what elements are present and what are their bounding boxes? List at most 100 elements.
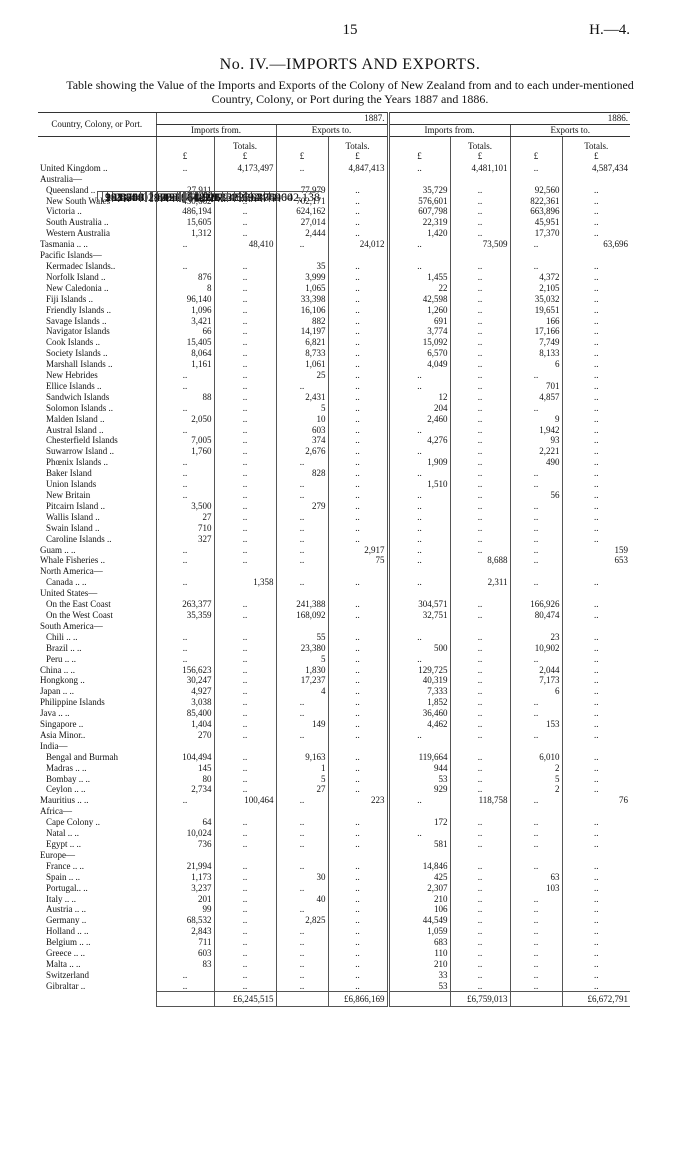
value-cell: 1,510 — [386, 479, 450, 490]
table-row: Mauritius .. .... 100,464.. 223.. 118,758..… — [38, 795, 630, 807]
table-row: Spain .. .. 1,173.. 30.. 425.. 63.. — [38, 871, 630, 883]
value-cell: .. — [213, 511, 276, 523]
value-cell: 27 — [155, 511, 214, 523]
value-cell: .. — [213, 762, 276, 774]
value-cell: .. — [509, 980, 562, 992]
value-cell: .. — [327, 915, 388, 927]
value-cell: 99 — [155, 904, 214, 916]
value-cell: .. — [213, 751, 276, 763]
value-cell: .. — [213, 380, 276, 392]
value-cell: 6 — [509, 686, 562, 698]
value-cell: .. — [386, 631, 450, 643]
value-cell: .. — [561, 457, 630, 469]
value-cell: .. — [561, 828, 630, 839]
value-cell: .. — [561, 337, 630, 349]
row-label: Solomon Islands .. — [46, 402, 114, 413]
value-cell — [449, 740, 510, 752]
value-cell: 93 — [509, 435, 562, 447]
value-cell — [275, 250, 328, 261]
value-cell: .. — [213, 435, 276, 447]
value-cell: .. — [449, 402, 510, 414]
value-cell: .. — [561, 359, 630, 371]
value-cell: .. — [275, 958, 328, 970]
value-cell: .. — [155, 631, 214, 643]
value-cell: .. — [561, 402, 630, 414]
table-row: Queensland .. 27,911.. 77,979.. 35,729.. 92,… — [38, 184, 630, 196]
row-label: Swain Island .. — [46, 522, 100, 533]
value-cell: .. — [509, 937, 562, 949]
value-cell: .. — [449, 751, 510, 763]
value-cell: .. — [327, 839, 388, 850]
value-cell: .. — [327, 642, 388, 654]
value-cell: .. — [561, 599, 630, 610]
value-cell: 106 — [386, 904, 450, 916]
value-cell: .. — [327, 370, 388, 381]
value-cell — [509, 740, 562, 752]
value-cell: 32,751 — [386, 609, 450, 621]
value-cell: .. — [509, 708, 562, 720]
value-cell — [213, 849, 276, 861]
value-cell: .. — [327, 893, 388, 905]
value-cell: .. — [509, 958, 562, 970]
value-cell: .. — [213, 490, 276, 501]
value-cell: .. — [561, 206, 630, 218]
value-cell: .. — [327, 271, 388, 283]
value-cell: 944 — [386, 762, 450, 774]
value-cell — [327, 806, 388, 818]
value-cell: 8,688 — [449, 555, 510, 567]
year-header: 1887. — [155, 112, 388, 125]
value-cell: .. — [213, 817, 276, 829]
value-cell: .. — [155, 544, 214, 556]
value-cell — [509, 849, 562, 861]
value-cell — [386, 250, 450, 261]
value-cell: .. — [213, 871, 276, 883]
value-cell: .. — [275, 708, 328, 720]
value-cell: 23 — [509, 631, 562, 643]
value-cell: .. — [213, 522, 276, 534]
value-cell: .. — [275, 239, 328, 251]
value-cell: .. — [327, 337, 388, 349]
value-cell: 35,729 — [386, 184, 450, 196]
unit-label: Totals. — [584, 140, 609, 151]
value-cell: 663,896 — [509, 206, 562, 218]
value-cell: 30,247 — [155, 675, 214, 687]
value-cell: 683 — [386, 937, 450, 949]
value-cell: .. — [561, 839, 630, 850]
unit-label: £ — [242, 150, 248, 161]
value-cell: 88 — [155, 391, 214, 403]
value-cell: .. — [561, 522, 630, 534]
value-cell: .. — [386, 260, 450, 272]
value-cell: 40 — [275, 893, 328, 905]
value-cell: 118,758 — [449, 795, 510, 807]
value-cell: .. — [509, 577, 562, 589]
value-cell: .. — [561, 424, 630, 436]
value-cell: 80,474 — [509, 609, 562, 621]
value-cell: 279 — [275, 500, 328, 512]
blank-cell — [38, 136, 156, 163]
value-cell: .. — [275, 522, 328, 534]
row-label: Asia Minor.. — [40, 729, 86, 740]
row-label: New Hebrides — [46, 370, 98, 381]
unit-cell: £ — [509, 136, 562, 163]
value-cell: .. — [155, 260, 214, 272]
value-cell: .. — [449, 337, 510, 349]
row-label: Victoria .. — [46, 206, 82, 217]
value-cell — [386, 806, 450, 818]
value-cell — [213, 250, 276, 261]
value-cell: 2,431 — [275, 391, 328, 403]
value-cell: .. — [449, 675, 510, 687]
value-cell: 1,760 — [155, 446, 214, 458]
row-label: Africa— — [40, 806, 72, 817]
row-label: France .. .. — [46, 860, 84, 871]
row-label: Greece .. .. — [46, 948, 85, 959]
table-row: Australia— — [38, 173, 630, 185]
value-cell: .. — [509, 370, 562, 381]
value-cell: £6,759,013 — [449, 991, 510, 1008]
table-row: Peru .. ...... 5.......... — [38, 653, 630, 665]
value-cell: 4,462 — [386, 719, 450, 730]
value-cell — [327, 588, 388, 600]
value-cell: .. — [561, 468, 630, 480]
value-cell: .. — [327, 609, 388, 621]
value-cell: 576,601 — [386, 195, 450, 207]
value-cell: .. — [275, 729, 328, 741]
